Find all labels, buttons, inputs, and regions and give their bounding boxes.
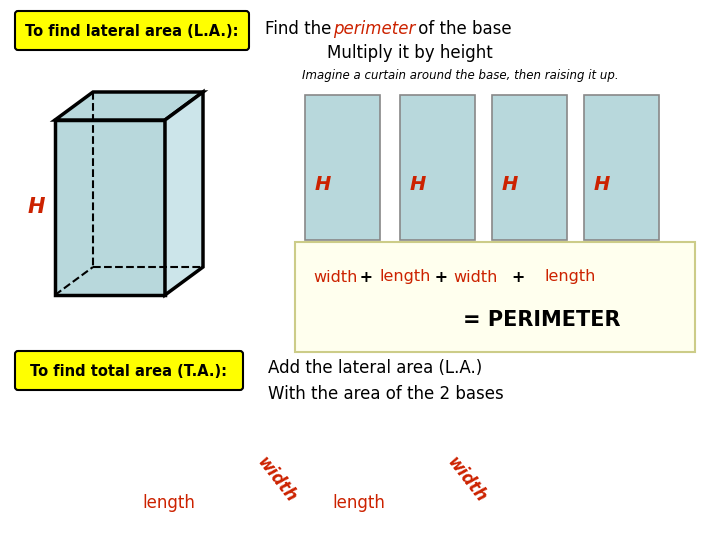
Text: To find total area (T.A.):: To find total area (T.A.): xyxy=(30,364,228,380)
Text: length: length xyxy=(142,494,195,512)
Text: width: width xyxy=(454,269,498,285)
Text: = PERIMETER: = PERIMETER xyxy=(463,310,621,330)
Text: Add the lateral area (L.A.): Add the lateral area (L.A.) xyxy=(268,359,482,377)
Text: width: width xyxy=(313,269,357,285)
Text: width: width xyxy=(253,454,300,507)
Bar xyxy=(400,95,475,240)
Text: +: + xyxy=(354,269,379,285)
Text: H: H xyxy=(410,176,426,194)
Text: length: length xyxy=(545,269,596,285)
Bar xyxy=(492,95,567,240)
Text: of the base: of the base xyxy=(413,20,512,38)
FancyBboxPatch shape xyxy=(15,11,249,50)
Text: With the area of the 2 bases: With the area of the 2 bases xyxy=(268,385,504,403)
Text: H: H xyxy=(27,197,45,217)
Polygon shape xyxy=(55,92,203,120)
Text: To find lateral area (L.A.):: To find lateral area (L.A.): xyxy=(25,24,239,39)
Text: Imagine a curtain around the base, then raising it up.: Imagine a curtain around the base, then … xyxy=(302,70,618,83)
Polygon shape xyxy=(165,92,203,295)
Text: width: width xyxy=(443,454,490,507)
Text: H: H xyxy=(315,176,331,194)
Bar xyxy=(584,95,659,240)
Text: H: H xyxy=(502,176,518,194)
Text: +: + xyxy=(429,269,454,285)
Bar xyxy=(305,95,380,240)
Bar xyxy=(295,242,695,352)
Polygon shape xyxy=(55,120,165,295)
FancyBboxPatch shape xyxy=(15,351,243,390)
Text: length: length xyxy=(332,494,385,512)
Text: Multiply it by height: Multiply it by height xyxy=(327,44,493,62)
Text: +: + xyxy=(495,269,537,285)
Text: perimeter: perimeter xyxy=(333,20,415,38)
Text: length: length xyxy=(379,269,431,285)
Text: Find the: Find the xyxy=(265,20,337,38)
Text: H: H xyxy=(594,176,611,194)
